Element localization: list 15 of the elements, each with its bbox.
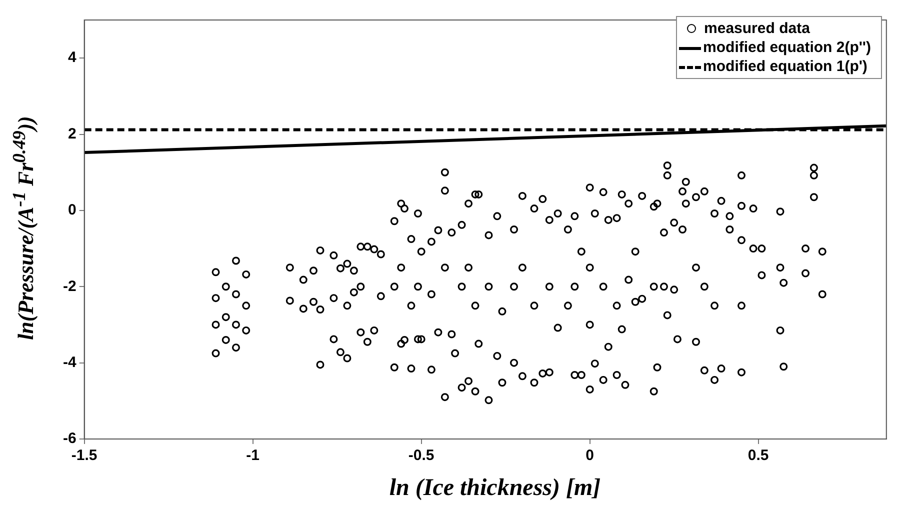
x-axis-title: ln (Ice thickness) [m] [388,475,602,502]
y-tick-label: 4 [68,49,77,66]
y-tick-label: 0 [68,202,76,219]
y-tick-label: -2 [62,278,76,295]
x-tick-label: -1.5 [71,447,98,464]
x-tick-label: -1 [246,447,260,464]
legend-label: measured data [703,19,811,38]
y-tick-label: -6 [62,430,76,448]
x-tick-label: -0.5 [408,447,434,464]
x-tick-label: 0 [586,447,594,464]
legend-label: modified equation 2(p'') [702,38,872,57]
legend-label: modified equation 1(p') [702,57,868,76]
x-tick-label: 0.5 [748,447,769,464]
y-tick-label: 2 [68,125,76,142]
y-tick-label: -4 [62,354,77,371]
